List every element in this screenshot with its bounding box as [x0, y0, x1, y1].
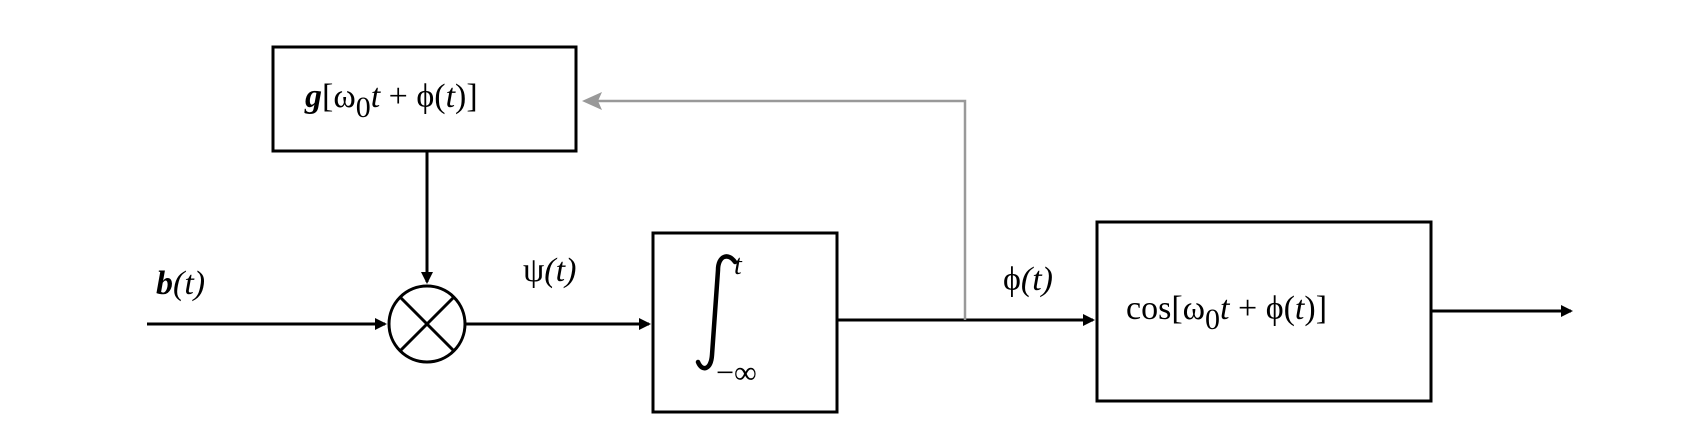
- integral-upper-limit: t: [734, 250, 742, 281]
- integrator-block: [651, 231, 839, 414]
- multiplier-symbol: [387, 284, 467, 364]
- input-label: b(t): [156, 265, 206, 302]
- feedback-path: [582, 92, 967, 320]
- feedback-block: [271, 45, 578, 153]
- output-block-label: cos[ω0t + ϕ(t)]: [1126, 290, 1328, 336]
- feedback-block-label: g[ω0t + ϕ(t)]: [305, 78, 478, 124]
- integral-sign: [695, 254, 738, 371]
- multiplier-output-label: ψ(t): [523, 252, 577, 289]
- integral-lower-limit: −∞: [716, 354, 757, 390]
- integrator-output-label: ϕ(t): [1003, 261, 1053, 298]
